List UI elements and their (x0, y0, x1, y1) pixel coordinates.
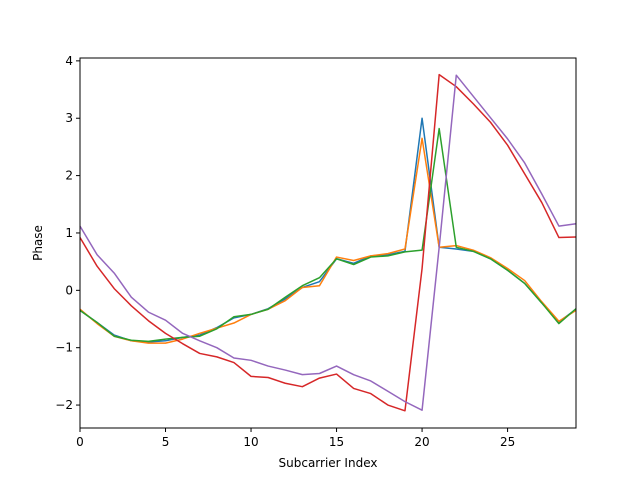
x-tick-label: 20 (414, 435, 429, 449)
y-tick-label: 3 (65, 111, 73, 125)
x-tick-label: 5 (162, 435, 170, 449)
series-line-3 (79, 127, 577, 343)
x-axis-label: Subcarrier Index (279, 456, 378, 470)
plot-area-frame (79, 57, 577, 429)
series-line-5 (79, 74, 577, 411)
x-axis-ticks: 0 5 10 15 20 25 (76, 428, 515, 449)
series-layer (79, 73, 577, 412)
y-tick-label: −1 (55, 341, 73, 355)
x-tick-label: 0 (76, 435, 84, 449)
x-tick-label: 25 (500, 435, 515, 449)
y-tick-label: 4 (65, 54, 73, 68)
series-line-4 (79, 73, 577, 412)
series-line-1 (79, 117, 577, 343)
y-tick-label: 2 (65, 169, 73, 183)
y-tick-label: −2 (55, 398, 73, 412)
x-tick-label: 15 (329, 435, 344, 449)
x-tick-label: 10 (243, 435, 258, 449)
y-tick-label: 0 (65, 283, 73, 297)
y-axis-ticks: −2 −1 0 1 2 3 4 (55, 54, 80, 412)
y-tick-label: 1 (65, 226, 73, 240)
y-axis-label: Phase (31, 225, 45, 261)
series-line-2 (79, 137, 577, 344)
